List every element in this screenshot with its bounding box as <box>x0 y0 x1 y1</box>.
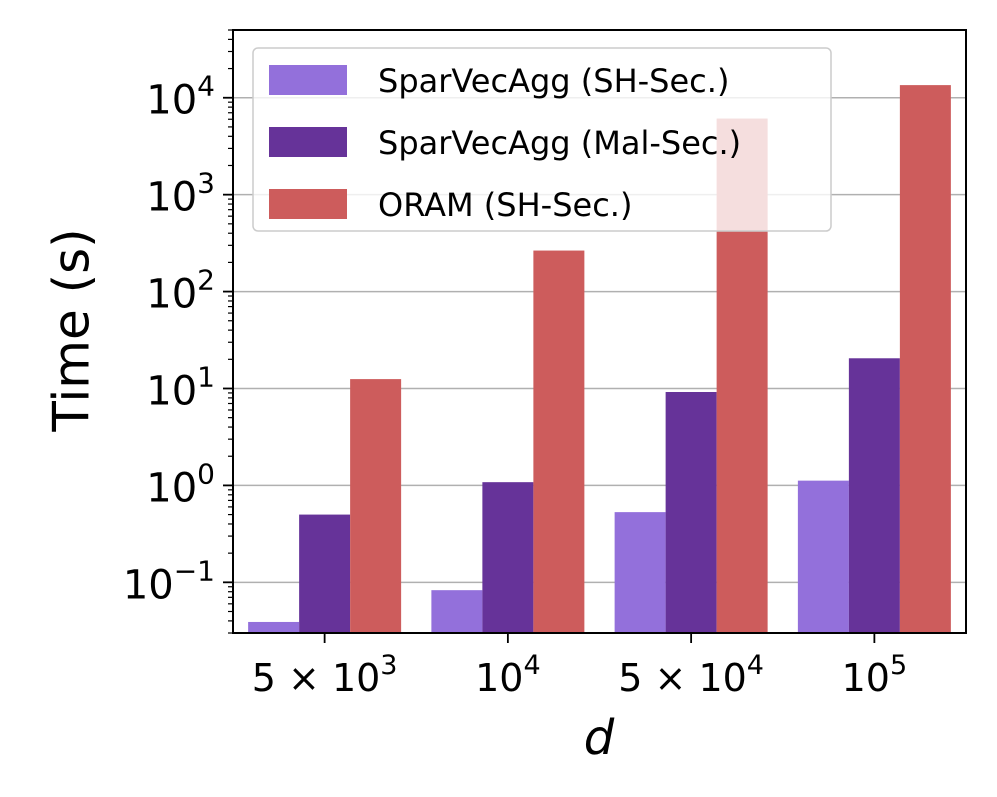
y-tick-label: 10−1 <box>123 554 215 608</box>
legend: SparVecAgg (SH-Sec.) SparVecAgg (Mal-Sec.… <box>252 47 832 232</box>
bar-1-3 <box>614 512 666 633</box>
x-tick-base: 5 × 10 <box>252 656 381 700</box>
y-tick-base: 10 <box>123 562 174 608</box>
y-tick-base: 10 <box>146 272 197 318</box>
x-tick-label: 105 <box>842 650 908 700</box>
bar-2-3 <box>665 392 717 633</box>
legend-box <box>252 47 832 232</box>
bar-1-2 <box>431 590 483 633</box>
bar-3-4 <box>899 85 951 634</box>
y-tick-base: 10 <box>146 368 197 414</box>
y-tick-label: 104 <box>146 70 215 124</box>
x-tick-label: 5 × 103 <box>252 650 398 700</box>
bar-2-4 <box>848 358 900 633</box>
x-tick-label: 104 <box>475 650 541 700</box>
x-tick-base: 10 <box>842 656 890 700</box>
legend-label-2: SparVecAgg (Mal-Sec.) <box>378 124 741 162</box>
x-axis-title: d <box>584 710 615 766</box>
legend-swatch-3 <box>269 189 347 219</box>
y-tick-label: 101 <box>146 360 215 414</box>
y-tick-exponent: 0 <box>197 457 215 490</box>
x-tick-base: 10 <box>475 656 523 700</box>
y-tick-base: 10 <box>146 78 197 124</box>
y-tick-label: 100 <box>146 457 215 511</box>
x-tick-exponent: 4 <box>747 650 764 681</box>
x-tick-base: 5 × 10 <box>618 656 747 700</box>
y-tick-exponent: −1 <box>174 554 215 587</box>
bars <box>248 85 951 634</box>
bar-3-2 <box>533 250 585 633</box>
legend-swatch-1 <box>269 65 347 95</box>
legend-label-3: ORAM (SH-Sec.) <box>378 186 632 224</box>
bar-1-4 <box>797 480 849 633</box>
y-tick-label: 102 <box>146 264 215 318</box>
y-tick-exponent: 2 <box>197 264 215 297</box>
bar-2-2 <box>482 482 534 633</box>
legend-swatch-2 <box>269 127 347 157</box>
y-axis-title: Time (s) <box>43 228 101 432</box>
y-tick-base: 10 <box>146 465 197 511</box>
y-tick-label: 103 <box>146 167 215 221</box>
x-tick-exponent: 3 <box>380 650 397 681</box>
x-tick-exponent: 5 <box>890 650 907 681</box>
axes <box>223 29 967 643</box>
y-tick-exponent: 3 <box>197 167 215 200</box>
bar-3-1 <box>350 379 402 633</box>
bar-2-1 <box>299 514 351 633</box>
bar-1-1 <box>248 621 300 633</box>
y-tick-base: 10 <box>146 175 197 221</box>
plot-frame <box>232 29 967 634</box>
y-tick-exponent: 1 <box>197 360 215 393</box>
legend-label-1: SparVecAgg (SH-Sec.) <box>378 62 729 100</box>
x-tick-exponent: 4 <box>523 650 540 681</box>
x-tick-label: 5 × 104 <box>618 650 764 700</box>
y-tick-exponent: 4 <box>197 70 215 103</box>
